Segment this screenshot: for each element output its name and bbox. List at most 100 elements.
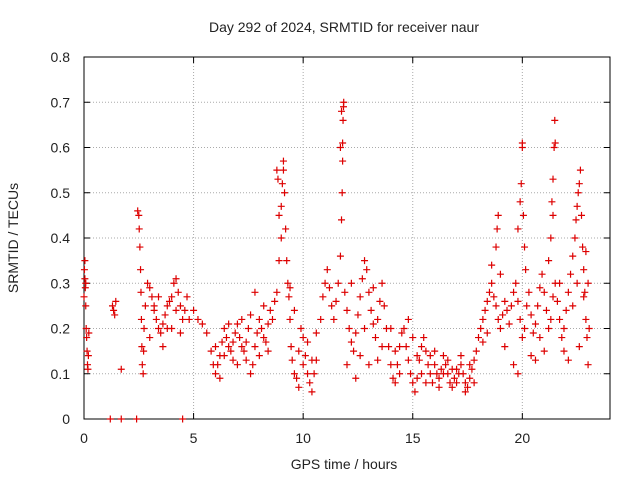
data-point (468, 365, 476, 373)
data-point (477, 325, 485, 332)
data-point (106, 415, 114, 423)
data-point (279, 157, 287, 165)
data-point (275, 211, 283, 219)
data-point (407, 370, 415, 378)
data-point (135, 211, 143, 219)
data-point (505, 320, 513, 328)
data-point (266, 306, 274, 314)
data-point (283, 257, 291, 265)
data-point (548, 198, 556, 206)
data-point (170, 279, 178, 287)
data-point (249, 361, 257, 369)
data-point (146, 284, 154, 292)
y-tick-label: 0 (62, 411, 70, 427)
data-point (135, 225, 143, 233)
data-point (85, 329, 93, 337)
data-point (229, 356, 237, 364)
data-point (547, 234, 555, 242)
data-point (521, 243, 529, 251)
data-point (321, 279, 329, 287)
data-point (144, 279, 152, 287)
data-point (558, 334, 566, 342)
data-point (380, 302, 388, 310)
data-point (278, 180, 286, 188)
data-point (391, 347, 399, 355)
data-point (220, 352, 228, 360)
data-point (584, 279, 592, 287)
data-point (439, 352, 447, 360)
data-point (391, 379, 399, 387)
data-point (141, 302, 149, 310)
data-point (83, 347, 91, 355)
data-point (361, 257, 369, 265)
data-point (312, 329, 320, 337)
data-point (549, 211, 557, 219)
data-point (549, 293, 557, 301)
data-point (492, 243, 500, 251)
data-point (185, 315, 193, 323)
data-point (242, 356, 250, 364)
data-point (387, 361, 395, 369)
x-axis-tick-labels: 0 5 10 15 20 (80, 430, 530, 446)
data-point (507, 302, 515, 310)
x-tick-label: 20 (515, 430, 531, 446)
data-point (501, 343, 509, 351)
data-point (282, 225, 290, 233)
data-point (179, 315, 187, 323)
data-point (137, 288, 145, 296)
data-point (551, 116, 559, 124)
data-point (518, 139, 526, 147)
data-point (466, 374, 474, 382)
data-point (174, 288, 182, 296)
y-tick-label: 0.4 (51, 230, 71, 246)
data-point (503, 306, 511, 314)
data-point (279, 166, 287, 174)
y-tick-label: 0.7 (51, 94, 71, 110)
data-point (574, 189, 582, 197)
data-point (422, 347, 430, 355)
data-point (363, 266, 371, 274)
data-point (501, 297, 509, 305)
data-point (521, 325, 529, 332)
data-point (514, 370, 522, 378)
y-tick-label: 0.2 (51, 321, 71, 337)
y-axis-label: SRMTID / TECUs (5, 183, 21, 293)
data-point (82, 302, 90, 310)
data-point (369, 284, 377, 292)
data-point (523, 302, 531, 310)
chart-title: Day 292 of 2024, SRMTID for receiver nau… (209, 19, 479, 35)
data-point (220, 325, 228, 332)
data-point (165, 297, 173, 305)
data-point (350, 347, 358, 355)
data-point (361, 325, 369, 332)
data-point (80, 266, 88, 274)
data-point (538, 270, 546, 278)
data-point (117, 415, 125, 423)
data-point (82, 279, 90, 287)
data-point (470, 356, 478, 364)
data-point (457, 361, 465, 369)
data-point (580, 293, 588, 301)
data-point (273, 288, 281, 296)
data-point (255, 315, 263, 323)
data-point (562, 306, 570, 314)
data-point (137, 266, 145, 274)
data-point (281, 189, 289, 197)
data-point (317, 315, 325, 323)
data-point (155, 325, 163, 332)
data-point (338, 216, 346, 224)
data-point (140, 325, 148, 332)
data-point (275, 257, 283, 265)
data-point (277, 202, 285, 210)
data-point (108, 302, 116, 310)
data-point (470, 379, 478, 387)
data-point (483, 329, 491, 337)
data-point (374, 315, 382, 323)
data-point (260, 302, 268, 310)
data-point (551, 139, 559, 147)
data-point (531, 320, 539, 328)
data-point (255, 352, 263, 360)
data-point (492, 302, 500, 310)
data-point (550, 144, 558, 151)
